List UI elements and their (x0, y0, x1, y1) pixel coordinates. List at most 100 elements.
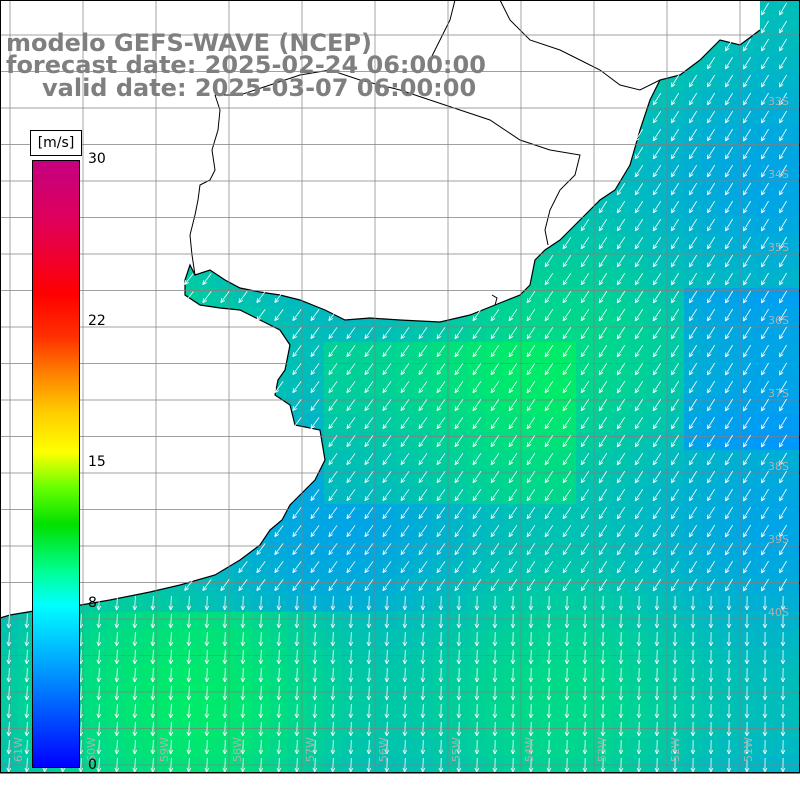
wind-arrow (598, 470, 608, 484)
wind-arrow (562, 578, 572, 592)
wind-arrow (779, 308, 787, 322)
wind-arrow (634, 290, 644, 304)
wind-arrow (24, 757, 30, 773)
wind-arrow (202, 273, 212, 285)
wind-arrow (690, 649, 696, 665)
wind-arrow (528, 667, 534, 683)
wind-arrow (366, 685, 372, 701)
wind-arrow (132, 667, 138, 683)
speed-cell (792, 432, 800, 450)
wind-arrow (706, 506, 716, 520)
wind-arrow (580, 488, 590, 502)
wind-arrow (168, 667, 174, 683)
wind-arrow (761, 218, 769, 232)
wind-arrow (652, 164, 662, 178)
wind-arrow (384, 631, 390, 647)
wind-arrow (312, 739, 318, 755)
wind-arrow (688, 524, 698, 538)
wind-arrow (346, 543, 356, 556)
wind-arrow (436, 417, 446, 430)
wind-arrow (670, 362, 680, 376)
wind-arrow (744, 631, 750, 647)
speed-cell (792, 738, 800, 756)
wind-arrow (330, 757, 336, 773)
wind-arrow (562, 398, 572, 412)
wind-arrow (528, 685, 534, 701)
wind-arrow (580, 362, 590, 376)
wind-arrow (474, 685, 480, 701)
wind-arrow (400, 579, 410, 592)
wind-arrow (436, 561, 446, 574)
wind-arrow (276, 757, 282, 773)
wind-arrow (454, 542, 464, 556)
wind-arrow (634, 452, 644, 466)
wind-arrow (779, 218, 787, 232)
wind-arrow (616, 362, 626, 376)
wind-arrow (96, 595, 102, 611)
wind-arrow (492, 721, 498, 737)
wind-arrow (742, 218, 752, 232)
wind-arrow (779, 56, 787, 70)
wind-arrow (706, 380, 716, 394)
wind-arrow (654, 649, 660, 665)
wind-arrow (670, 506, 680, 520)
wind-arrow (706, 416, 716, 430)
wind-arrow (366, 595, 372, 611)
wind-arrow (652, 272, 662, 286)
wind-arrow (292, 525, 302, 537)
wind-arrow (366, 631, 372, 647)
wind-arrow (258, 667, 264, 683)
speed-cell (792, 342, 800, 360)
wind-arrow (744, 703, 750, 719)
wind-arrow (670, 272, 680, 286)
wind-arrow (454, 488, 464, 502)
wind-arrow (616, 578, 626, 592)
wind-arrow (724, 74, 734, 88)
wind-arrow (528, 613, 534, 629)
wind-arrow (544, 434, 554, 448)
wind-arrow (24, 739, 30, 755)
wind-arrow (400, 561, 410, 574)
wind-arrow (310, 345, 320, 357)
wind-arrow (526, 326, 536, 340)
wind-arrow (761, 236, 769, 250)
wind-arrow (688, 164, 698, 178)
wind-arrow (258, 739, 264, 755)
wind-arrow (761, 362, 769, 376)
wind-arrow (780, 739, 786, 755)
wind-arrow (616, 470, 626, 484)
wind-arrow (132, 631, 138, 647)
wind-arrow (636, 667, 642, 683)
wind-arrow (544, 470, 554, 484)
wind-arrow (598, 290, 608, 304)
wind-arrow (761, 56, 769, 70)
wind-arrow (492, 685, 498, 701)
wind-arrow (348, 631, 354, 647)
title-forecast-date: forecast date: 2025-02-24 06:00:00 (6, 51, 486, 79)
wind-arrow (474, 739, 480, 755)
wind-arrow (420, 595, 426, 611)
wind-arrow (690, 631, 696, 647)
wind-arrow (616, 560, 626, 574)
wind-arrow (636, 703, 642, 719)
wind-arrow (688, 92, 698, 106)
wind-arrow (364, 561, 374, 574)
wind-arrow (364, 543, 374, 556)
speed-cell (792, 558, 800, 576)
wind-arrow (598, 236, 608, 250)
wind-arrow (652, 236, 662, 250)
longitude-label: 54W (523, 737, 536, 762)
wind-arrow (186, 721, 192, 737)
wind-arrow (400, 525, 410, 538)
wind-arrow (742, 308, 752, 322)
wind-arrow (706, 434, 716, 448)
wind-arrow (636, 685, 642, 701)
wind-arrow (598, 578, 608, 592)
wind-arrow (472, 416, 482, 430)
wind-arrow (724, 56, 734, 70)
wind-arrow (132, 739, 138, 755)
wind-arrow (580, 524, 590, 538)
wind-arrow (328, 579, 338, 592)
wind-arrow (706, 110, 716, 124)
wind-arrow (724, 380, 734, 394)
